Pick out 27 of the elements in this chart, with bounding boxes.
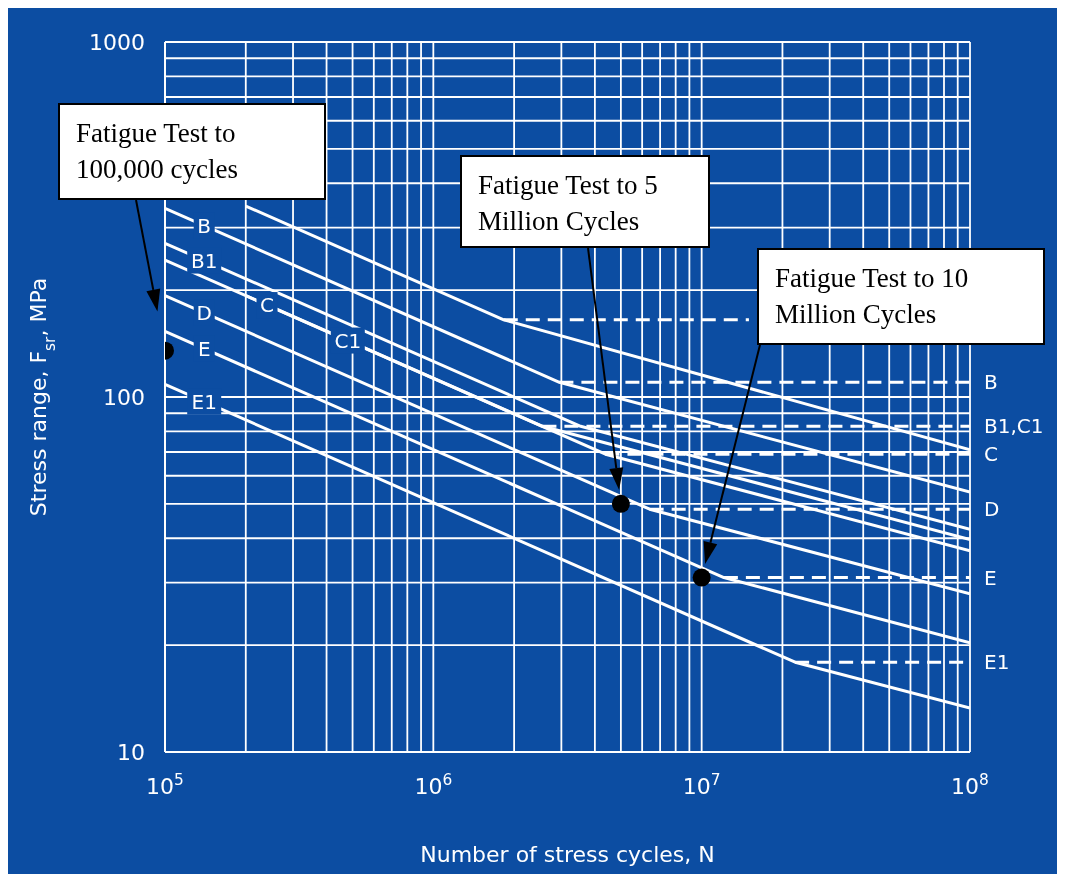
x-tick-label: 10$^{6}$: [414, 771, 453, 799]
y-tick-label: 100: [103, 385, 145, 410]
series-label: E1: [191, 389, 217, 414]
annotation: Fatigue Test to 10 Million Cycles: [775, 263, 969, 329]
series-label: D: [196, 300, 212, 325]
series-label: B: [984, 370, 998, 395]
series-label: E: [984, 565, 997, 590]
y-tick-label: 1000: [89, 30, 145, 55]
series-label: B1,C1: [984, 414, 1044, 439]
series-label: E1: [984, 650, 1010, 675]
y-tick-label: 10: [117, 740, 145, 765]
callout-box: Fatigue Test to 5 Million Cycles: [460, 155, 710, 248]
series-label: C: [984, 442, 998, 467]
series-label: C: [260, 293, 275, 318]
series-label: C1: [334, 328, 362, 353]
series-label: B1: [190, 248, 218, 273]
x-tick-label: 10$^{7}$: [682, 771, 721, 799]
x-tick-label: 10$^{5}$: [146, 771, 184, 799]
series-label: D: [984, 497, 1000, 522]
annotation: Fatigue Test to 100,000 cycles: [76, 118, 238, 184]
callout-box: Fatigue Test to 10 Million Cycles: [757, 248, 1045, 345]
series-label: E: [197, 336, 211, 361]
series-label: B: [197, 213, 212, 238]
x-axis-title: Number of stress cycles, N: [420, 842, 715, 867]
annotation: Fatigue Test to 5 Million Cycles: [478, 170, 658, 236]
callout-box: Fatigue Test to 100,000 cycles: [58, 103, 326, 200]
x-tick-label: 10$^{8}$: [951, 771, 989, 799]
